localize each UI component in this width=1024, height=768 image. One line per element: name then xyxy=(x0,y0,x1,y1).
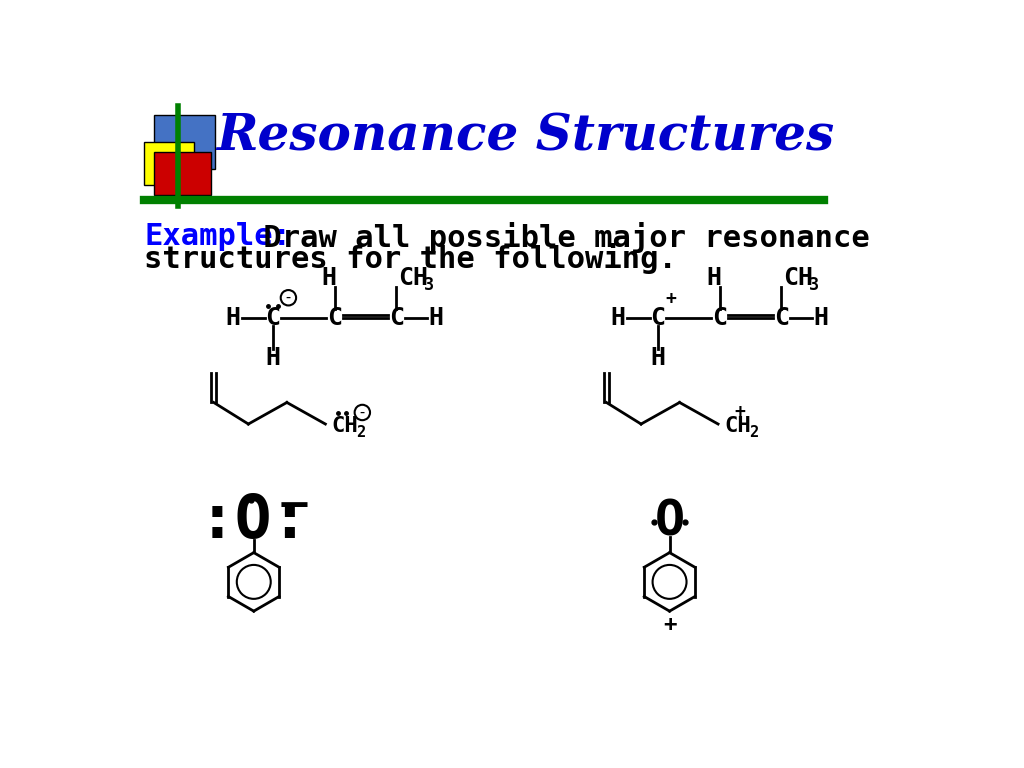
Text: CH: CH xyxy=(332,415,358,435)
Text: H: H xyxy=(610,306,626,329)
Text: C: C xyxy=(650,306,666,329)
Text: H: H xyxy=(265,346,281,370)
Text: +: + xyxy=(665,290,676,308)
Text: :O:: :O: xyxy=(199,492,309,551)
Bar xyxy=(154,115,215,169)
Text: H: H xyxy=(225,306,241,329)
Text: 2: 2 xyxy=(749,425,758,440)
Bar xyxy=(144,142,195,184)
Text: 3: 3 xyxy=(809,276,819,293)
Text: −: − xyxy=(276,485,311,528)
Text: C: C xyxy=(327,306,342,329)
Text: CH: CH xyxy=(397,266,428,290)
Text: CH: CH xyxy=(724,415,751,435)
Text: Resonance Structures: Resonance Structures xyxy=(216,112,834,161)
Text: Draw all possible major resonance: Draw all possible major resonance xyxy=(245,221,869,253)
Text: Example:: Example: xyxy=(144,221,292,250)
Text: C: C xyxy=(774,306,788,329)
Text: H: H xyxy=(814,306,828,329)
Text: 3: 3 xyxy=(424,276,434,293)
Text: H: H xyxy=(429,306,443,329)
Bar xyxy=(154,152,211,194)
Text: H: H xyxy=(321,266,336,290)
Text: 2: 2 xyxy=(356,425,366,440)
Text: C: C xyxy=(389,306,403,329)
Text: O: O xyxy=(654,498,685,546)
Text: H: H xyxy=(650,346,666,370)
Text: C: C xyxy=(712,306,727,329)
Text: structures for the following.: structures for the following. xyxy=(144,243,677,274)
Text: H: H xyxy=(706,266,721,290)
Text: +: + xyxy=(663,615,676,635)
Text: C: C xyxy=(265,306,281,329)
Text: CH: CH xyxy=(782,266,813,290)
Text: -: - xyxy=(357,405,367,420)
Text: +: + xyxy=(734,402,745,421)
Text: -: - xyxy=(284,290,293,305)
